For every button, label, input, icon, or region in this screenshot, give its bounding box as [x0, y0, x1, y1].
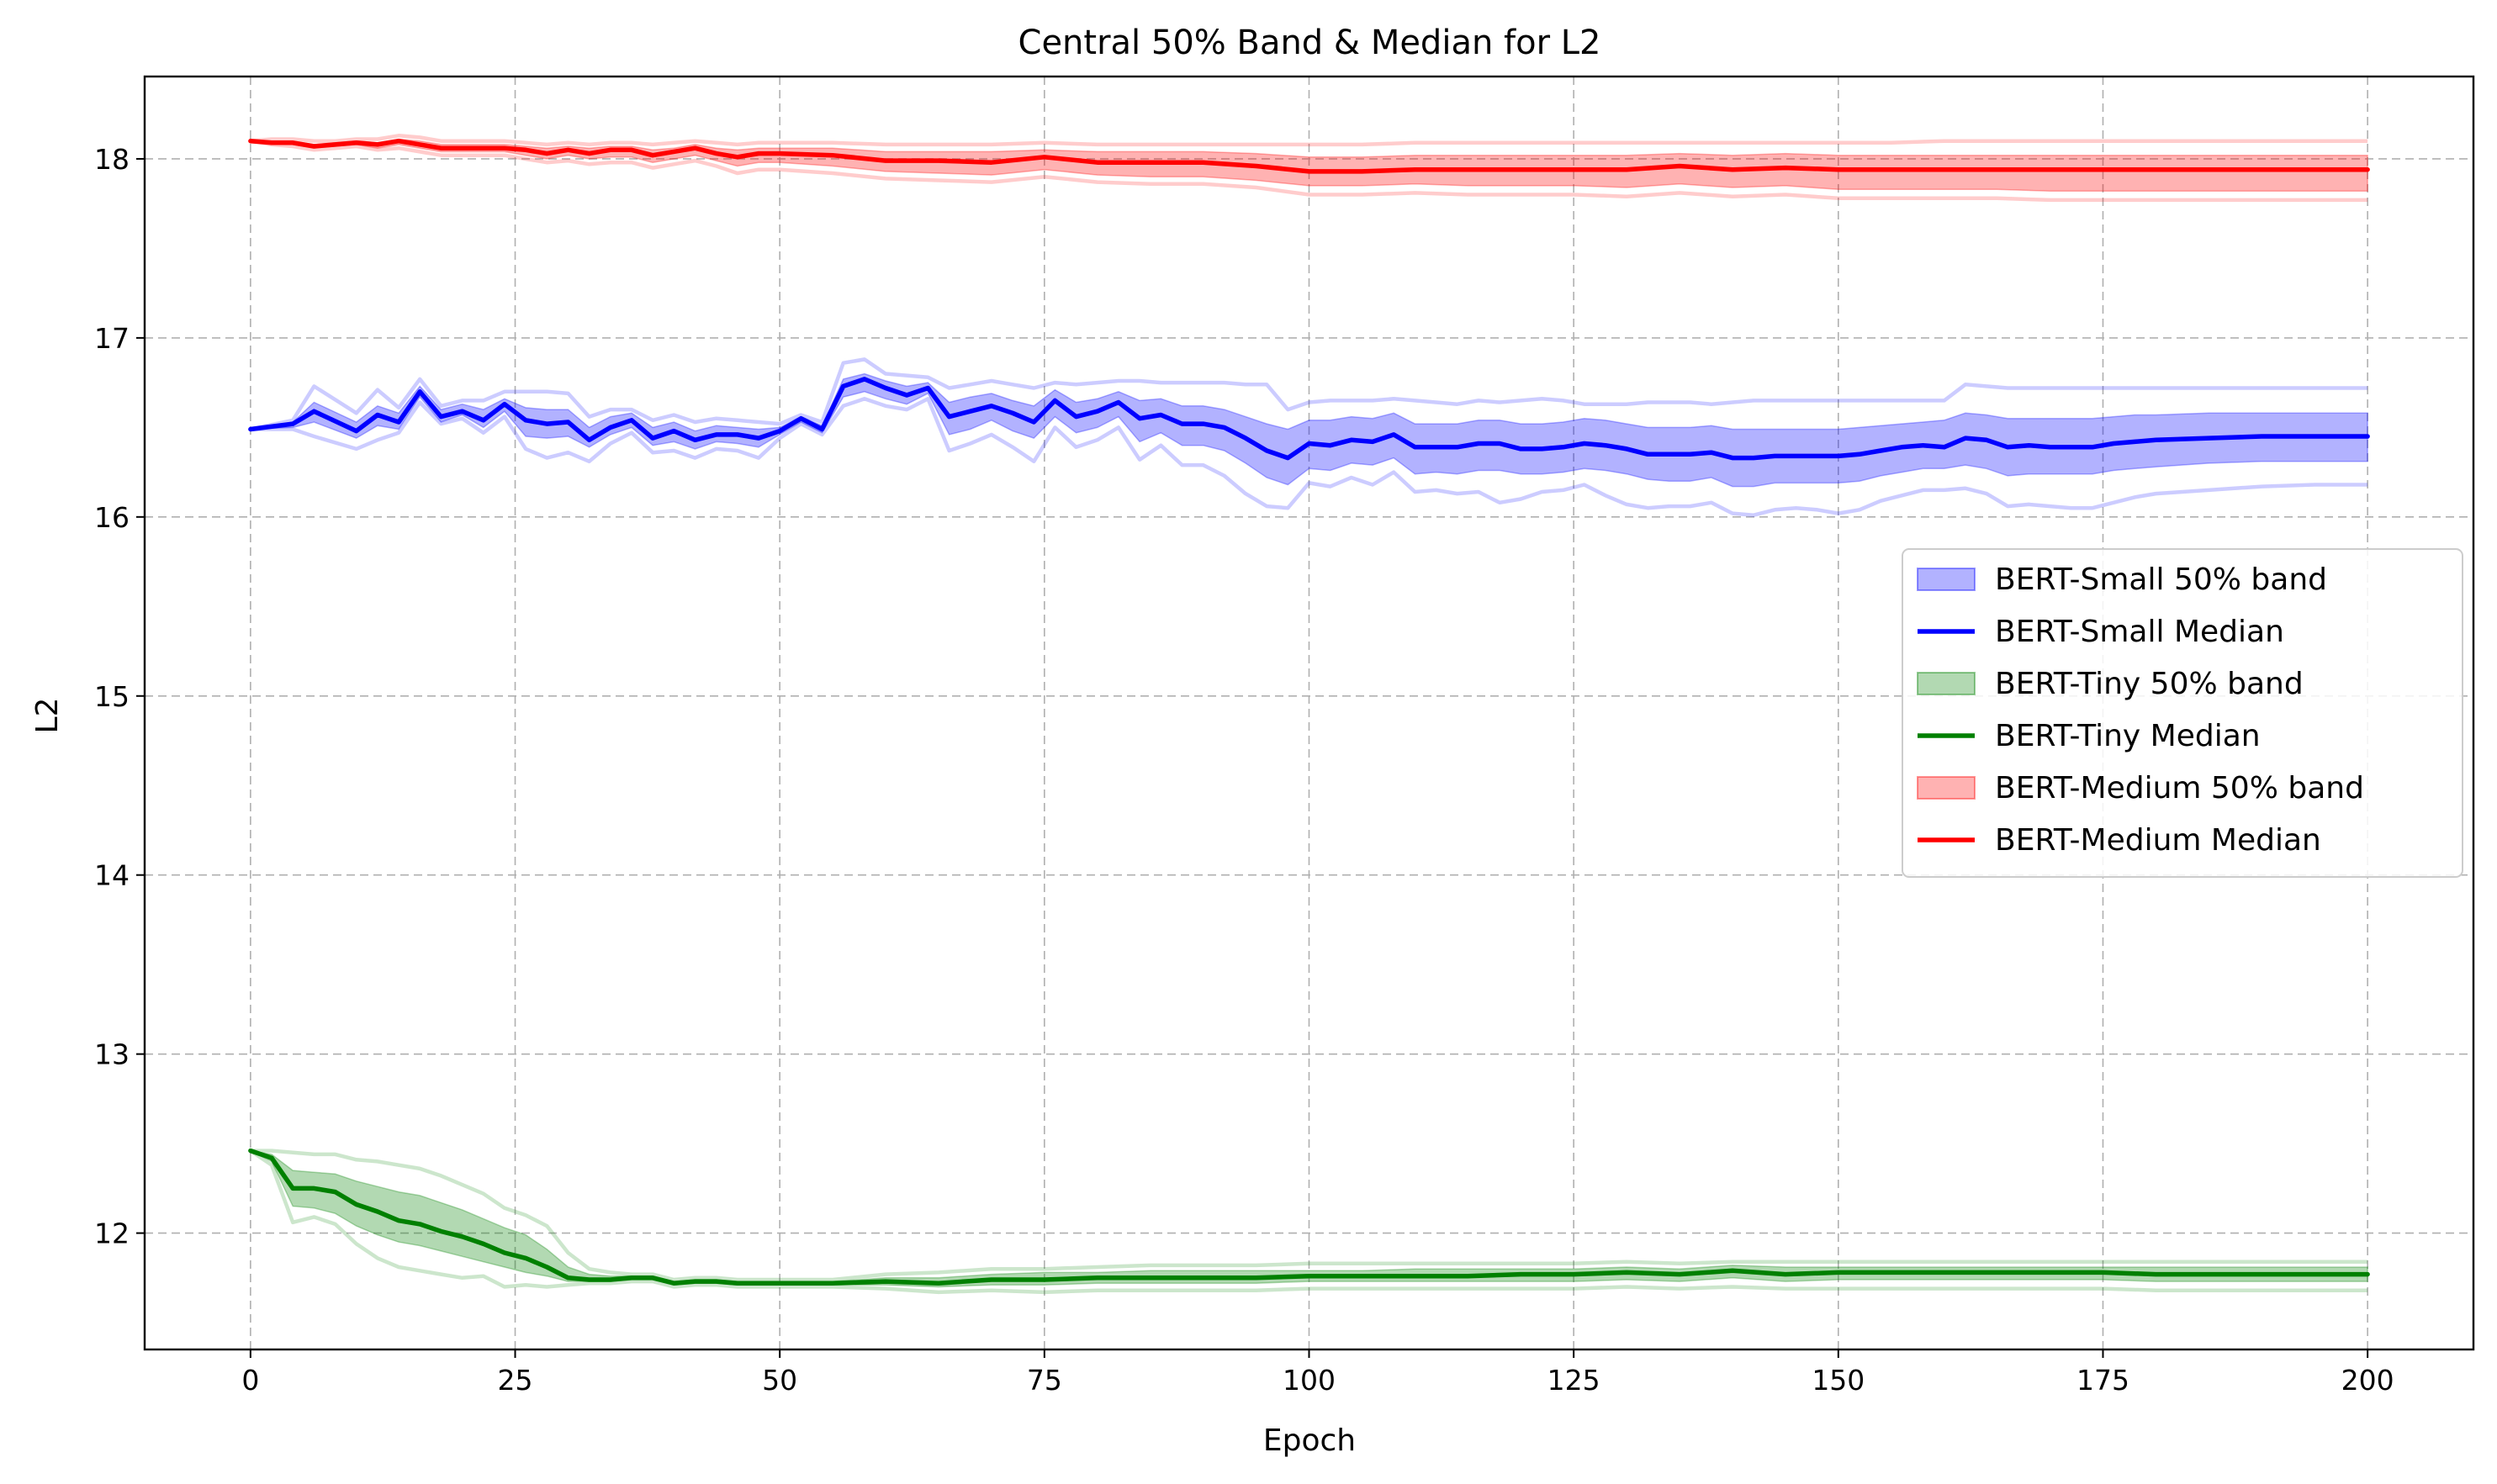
y-tick-label: 18: [94, 143, 130, 176]
x-tick-label: 75: [1027, 1364, 1062, 1397]
bert-medium-lower-envelope: [250, 139, 2368, 203]
x-tick-label: 0: [241, 1364, 259, 1397]
bert-small-series: [248, 357, 2370, 517]
y-tick-label: 13: [94, 1038, 130, 1071]
legend-box: [1902, 548, 2463, 878]
legend-label: BERT-Medium Median: [1995, 823, 2321, 858]
x-tick-label: 50: [762, 1364, 797, 1397]
y-tick-label: 12: [94, 1217, 130, 1250]
legend-band-swatch: [1917, 776, 1976, 800]
legend-label: BERT-Tiny Median: [1995, 719, 2261, 753]
legend-label: BERT-Medium 50% band: [1995, 771, 2364, 805]
x-axis-label: Epoch: [1263, 1423, 1356, 1458]
bert-tiny-median-line: [248, 1148, 2370, 1286]
bert-medium-median-line: [248, 138, 2370, 174]
x-tick-label: 175: [2076, 1364, 2129, 1397]
y-tick-label: 16: [94, 501, 130, 534]
y-tick-label: 17: [94, 322, 130, 355]
bert-small-upper-envelope: [250, 357, 2368, 431]
legend-label: BERT-Small 50% band: [1995, 562, 2327, 597]
y-axis-label: L2: [30, 698, 65, 734]
x-tick-label: 125: [1547, 1364, 1600, 1397]
bert-small-lower-envelope: [250, 397, 2368, 517]
series-layer: [248, 134, 2370, 1295]
x-axis: 0 25 50 75 100 125 150 175 200: [241, 1349, 2394, 1397]
bert-tiny-series: [248, 1148, 2370, 1295]
bert-tiny-upper-envelope: [250, 1149, 2368, 1282]
x-tick-label: 25: [498, 1364, 533, 1397]
y-axis: 12 13 14 15 16 17 18: [94, 143, 145, 1250]
bert-medium-series: [248, 134, 2370, 203]
x-tick-label: 100: [1283, 1364, 1336, 1397]
legend-label: BERT-Small Median: [1995, 615, 2284, 649]
bert-small-median-line: [248, 377, 2370, 461]
legend-band-swatch: [1917, 672, 1976, 695]
y-tick-label: 15: [94, 680, 130, 713]
x-tick-label: 150: [1812, 1364, 1865, 1397]
x-tick-label: 200: [2341, 1364, 2394, 1397]
bert-medium-upper-envelope: [250, 134, 2368, 147]
legend: BERT-Small 50% band BERT-Small Median BERT…: [1902, 548, 2463, 878]
chart-title: Central 50% Band & Median for L2: [1018, 24, 1601, 62]
bert-tiny-lower-envelope: [249, 1149, 2368, 1295]
legend-label: BERT-Tiny 50% band: [1995, 667, 2304, 701]
y-tick-label: 14: [94, 859, 130, 892]
legend-band-swatch: [1917, 568, 1976, 591]
